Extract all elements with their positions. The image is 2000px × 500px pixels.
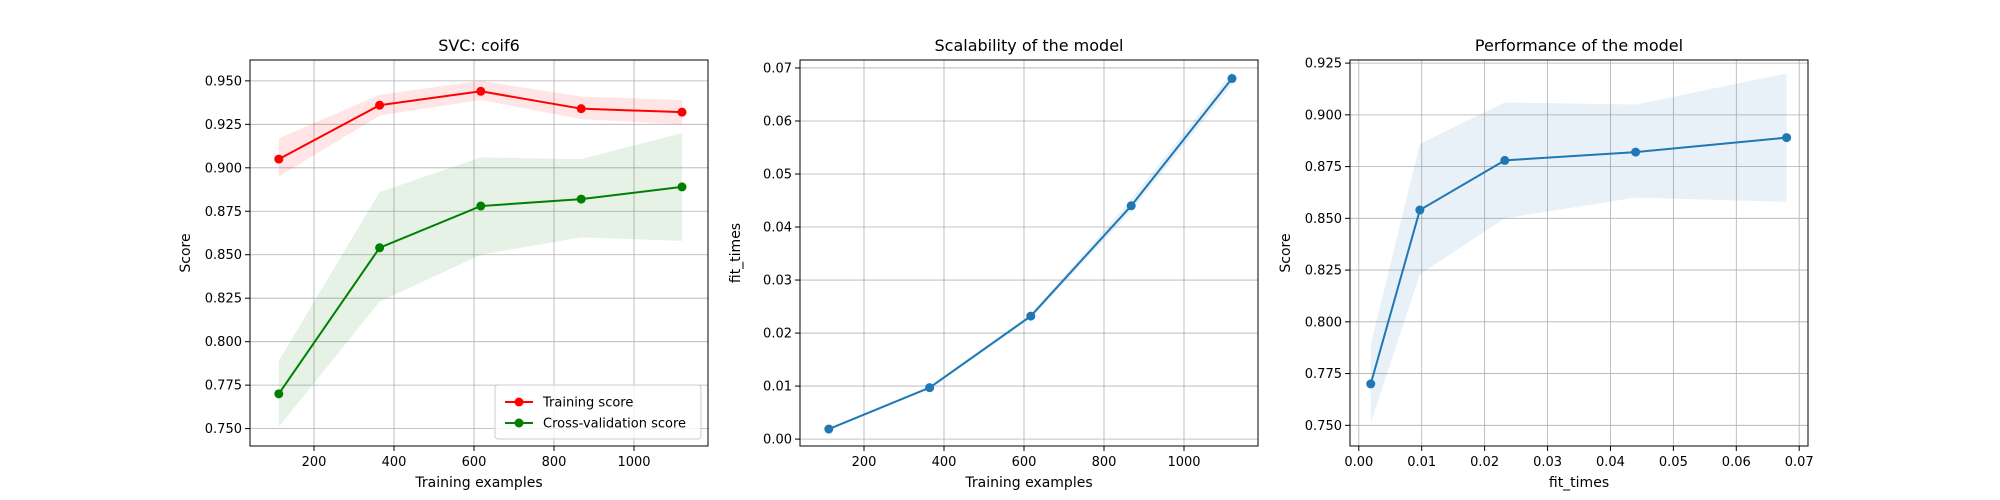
y-tick-label: 0.875 [205, 205, 242, 220]
data-point [677, 107, 687, 117]
data-point [576, 194, 586, 204]
x-tick-label: 0.02 [1470, 455, 1499, 470]
data-point [1126, 201, 1136, 211]
legend-entry: Cross-validation score [543, 417, 686, 432]
y-tick-label: 0.04 [763, 221, 792, 236]
x-tick-label: 600 [1012, 455, 1037, 470]
confidence-band [278, 133, 682, 427]
data-point [1366, 379, 1376, 389]
x-tick-label: 1000 [1167, 455, 1200, 470]
data-point [1415, 205, 1425, 215]
data-point [677, 182, 687, 192]
y-tick-label: 0.925 [1305, 57, 1342, 72]
data-point [1500, 155, 1510, 165]
y-tick-label: 0.00 [763, 433, 792, 448]
x-tick-label: 1000 [617, 455, 650, 470]
legend-entry: Training score [542, 396, 633, 411]
y-tick-label: 0.925 [205, 118, 242, 133]
y-axis-label: Score [1278, 233, 1294, 272]
confidence-band [828, 72, 1232, 431]
y-tick-label: 0.825 [1305, 264, 1342, 279]
data-point [824, 424, 834, 434]
data-point [274, 154, 284, 164]
data-point [476, 86, 486, 96]
y-tick-label: 0.07 [763, 61, 792, 76]
x-tick-label: 800 [542, 455, 567, 470]
data-point [1631, 147, 1641, 157]
legend-swatch-marker [514, 418, 524, 428]
y-tick-label: 0.750 [205, 422, 242, 437]
data-point [1782, 133, 1792, 143]
data-point [476, 201, 486, 211]
x-tick-label: 200 [302, 455, 327, 470]
x-axis-label: fit_times [1549, 475, 1609, 491]
axes-frame [249, 59, 709, 447]
y-tick-label: 0.850 [1305, 212, 1342, 227]
y-tick-label: 0.02 [763, 327, 792, 342]
x-tick-label: 0.05 [1659, 455, 1688, 470]
y-tick-label: 0.750 [1305, 419, 1342, 434]
chart-title: Performance of the model [1475, 36, 1683, 55]
y-tick-label: 0.775 [1305, 367, 1342, 382]
axes-frame [799, 59, 1259, 447]
data-point [375, 243, 385, 253]
x-tick-label: 0.06 [1722, 455, 1751, 470]
series-line [828, 77, 1233, 430]
chart-2: 200 400 600 800 1000 0.00 0.01 0.02 0.03 0.04 0.05… [728, 36, 1259, 491]
x-tick-label: 0.00 [1344, 455, 1373, 470]
x-tick-label: 0.01 [1407, 455, 1436, 470]
x-axis-label: Training examples [414, 475, 542, 491]
legend-swatch-marker [514, 397, 524, 407]
y-tick-label: 0.875 [1305, 160, 1342, 175]
x-tick-label: 400 [932, 455, 957, 470]
y-tick-label: 0.950 [205, 74, 242, 89]
x-tick-label: 200 [852, 455, 877, 470]
y-tick-label: 0.06 [763, 114, 792, 129]
y-axis-label: fit_times [728, 223, 744, 283]
y-tick-label: 0.800 [1305, 315, 1342, 330]
data-point [925, 383, 935, 393]
y-tick-label: 0.05 [763, 167, 792, 182]
chart-3: 0.00 0.01 0.02 0.03 0.04 0.05 0.06 0.07 0.750 0.7… [1278, 36, 1814, 491]
x-axis-label: Training examples [964, 475, 1092, 491]
y-tick-label: 0.775 [205, 379, 242, 394]
data-point [375, 100, 385, 110]
y-tick-label: 0.900 [205, 161, 242, 176]
x-tick-label: 400 [382, 455, 407, 470]
y-tick-label: 0.03 [763, 274, 792, 289]
axes-frame [1349, 59, 1809, 447]
x-tick-label: 800 [1092, 455, 1117, 470]
data-point [1026, 311, 1036, 321]
confidence-band [1370, 73, 1787, 424]
x-tick-label: 0.04 [1596, 455, 1625, 470]
data-point [274, 389, 284, 399]
y-tick-label: 0.825 [205, 292, 242, 307]
y-tick-label: 0.01 [763, 380, 792, 395]
x-tick-label: 0.03 [1533, 455, 1562, 470]
y-tick-label: 0.800 [205, 335, 242, 350]
chart-title: SVC: coif6 [438, 36, 520, 55]
legend-box [494, 384, 702, 440]
data-point [576, 104, 586, 114]
y-tick-label: 0.850 [205, 248, 242, 263]
x-tick-label: 0.07 [1785, 455, 1814, 470]
chart-title: Scalability of the model [935, 36, 1124, 55]
y-axis-label: Score [178, 233, 194, 272]
chart-1: 200 400 600 800 1000 0.750 0.775 0.800 0.825 0.85… [178, 36, 709, 491]
y-tick-label: 0.900 [1305, 108, 1342, 123]
legend: Training score Cross-validation score [494, 384, 702, 440]
x-tick-label: 600 [462, 455, 487, 470]
data-point [1227, 74, 1237, 84]
